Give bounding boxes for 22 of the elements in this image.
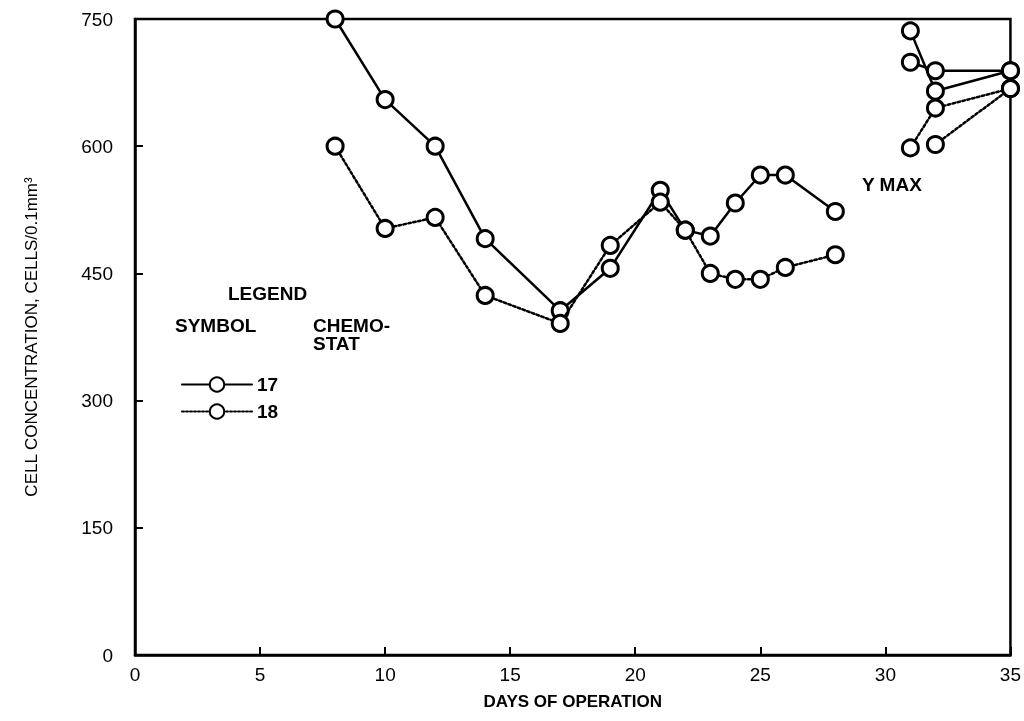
- legend-label: 18: [257, 401, 279, 422]
- y-tick-label: 600: [81, 135, 113, 157]
- y-tick-label: 0: [102, 644, 113, 666]
- legend-label: 17: [257, 374, 279, 395]
- x-tick-label: 20: [624, 664, 646, 685]
- x-axis-title: DAYS OF OPERATION: [483, 692, 662, 711]
- x-tick-label: 25: [749, 664, 771, 685]
- annotation: SYMBOL: [175, 315, 257, 336]
- x-tick-label: 5: [254, 664, 266, 685]
- y-tick-label: 300: [81, 390, 113, 412]
- x-tick-label: 15: [499, 664, 521, 685]
- annotation: Y MAX: [862, 174, 923, 195]
- annotation: CHEMO- STAT: [313, 315, 391, 354]
- x-tick-label: 0: [129, 664, 141, 685]
- x-tick-label: 35: [999, 664, 1021, 685]
- y-axis-title: CELL CONCENTRATION, CELLS/0.1mm³: [22, 177, 41, 497]
- legend-title: LEGEND: [228, 283, 308, 304]
- y-tick-label: 750: [81, 8, 113, 30]
- x-tick-label: 10: [374, 664, 396, 685]
- x-tick-label: 30: [874, 664, 896, 685]
- y-tick-label: 450: [81, 262, 113, 284]
- y-tick-label: 150: [81, 517, 113, 539]
